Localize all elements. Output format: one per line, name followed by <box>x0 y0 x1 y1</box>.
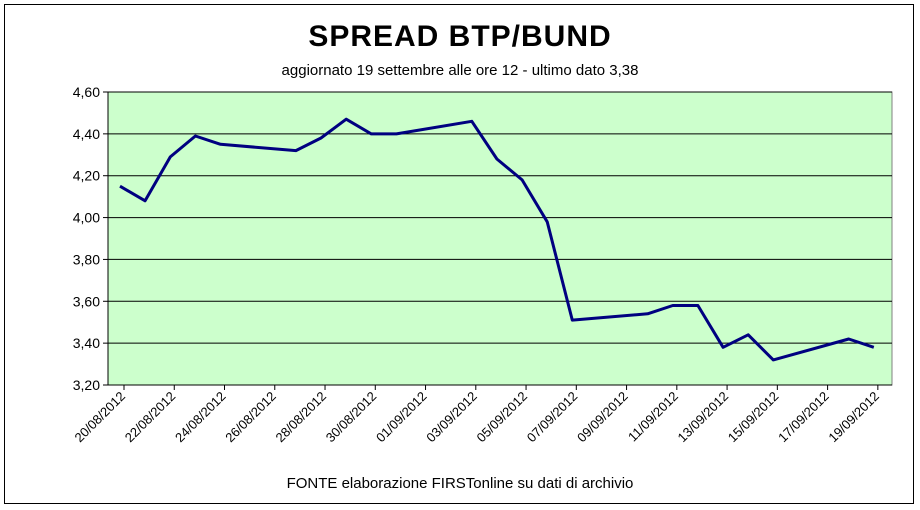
x-tick-label: 19/09/2012 <box>825 389 882 446</box>
x-tick-label: 15/09/2012 <box>725 389 782 446</box>
x-tick-label: 03/09/2012 <box>423 389 480 446</box>
y-tick-label: 4,60 <box>73 84 100 100</box>
y-tick-label: 3,40 <box>73 335 100 351</box>
x-tick-label: 22/08/2012 <box>122 389 179 446</box>
y-tick-label: 4,00 <box>73 210 100 226</box>
y-tick-label: 3,80 <box>73 251 100 267</box>
plot-area <box>107 91 893 386</box>
x-tick-label: 30/08/2012 <box>323 389 380 446</box>
y-tick-label: 3,20 <box>73 377 100 393</box>
y-tick-label: 4,40 <box>73 126 100 142</box>
x-tick-label: 13/09/2012 <box>675 389 732 446</box>
x-tick-label: 26/08/2012 <box>222 389 279 446</box>
x-tick-label: 28/08/2012 <box>273 389 330 446</box>
chart-subtitle: aggiornato 19 settembre alle ore 12 - ul… <box>281 62 639 79</box>
x-tick-label: 07/09/2012 <box>524 389 581 446</box>
y-tick-label: 3,60 <box>73 293 100 309</box>
x-tick-label: 17/09/2012 <box>775 389 832 446</box>
x-tick-label: 05/09/2012 <box>474 389 531 446</box>
chart-source-note: FONTE elaborazione FIRSTonline su dati d… <box>286 475 634 492</box>
x-tick-label: 24/08/2012 <box>172 389 229 446</box>
y-tick-label: 4,20 <box>73 168 100 184</box>
chart-title: SPREAD BTP/BUND <box>308 20 612 53</box>
x-tick-label: 01/09/2012 <box>373 389 430 446</box>
x-tick-label: 09/09/2012 <box>574 389 631 446</box>
x-tick-label: 20/08/2012 <box>71 389 128 446</box>
x-tick-label: 11/09/2012 <box>625 389 681 445</box>
